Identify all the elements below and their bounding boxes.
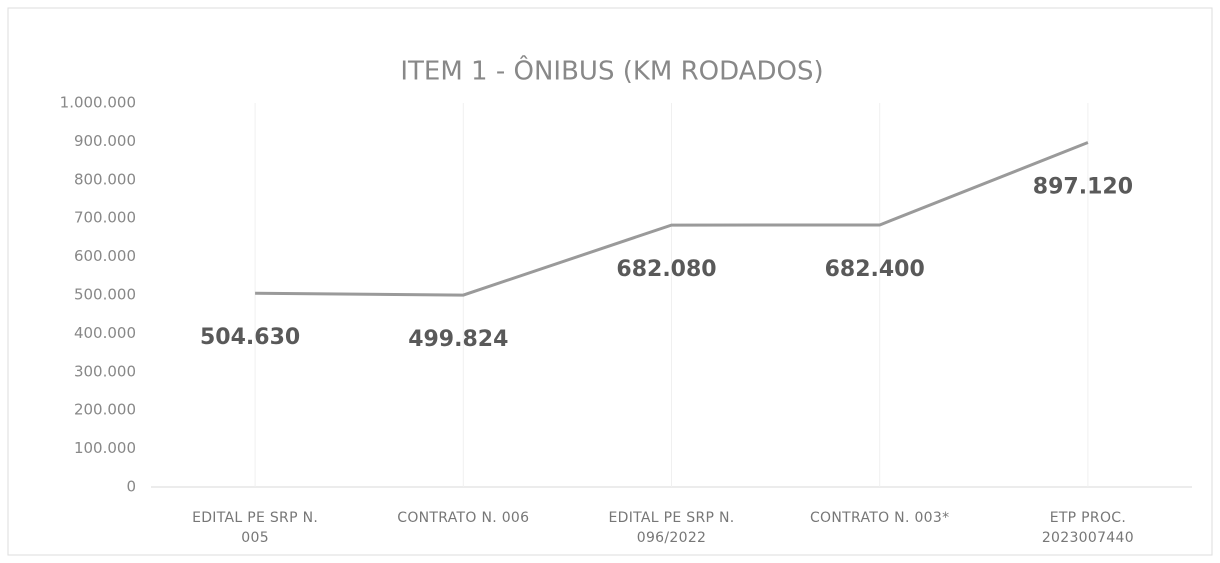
y-tick-label: 700.000 (74, 209, 136, 227)
y-tick-label: 1.000.000 (60, 94, 136, 112)
y-tick-label: 0 (126, 478, 136, 496)
y-tick-label: 400.000 (74, 324, 136, 342)
data-label: 504.630 (200, 325, 300, 350)
chart-border (7, 7, 1213, 556)
x-tick-label: EDITAL PE SRP N. 096/2022 (608, 510, 735, 546)
x-tick-label: CONTRATO N. 003* (809, 510, 950, 526)
y-tick-label: 100.000 (74, 439, 136, 457)
data-label: 682.080 (616, 257, 716, 282)
y-tick-label: 200.000 (74, 401, 136, 419)
y-tick-label: 500.000 (74, 286, 136, 304)
data-label: 897.120 (1033, 175, 1133, 200)
y-tick-label: 900.000 (74, 132, 136, 150)
x-tick-label: EDITAL PE SRP N. 005 (192, 510, 319, 546)
x-tick-label: CONTRATO N. 006 (397, 510, 530, 526)
data-label: 499.824 (408, 327, 508, 352)
y-tick-label: 300.000 (74, 362, 136, 380)
y-tick-label: 800.000 (74, 170, 136, 188)
x-tick-label: ETP PROC. 2023007440 (1041, 510, 1134, 546)
y-tick-label: 600.000 (74, 247, 136, 265)
line (255, 141, 1089, 297)
chart-title: ITEM 1 - ÔNIBUS (KM RODADOS) (400, 55, 823, 87)
data-label: 682.400 (825, 257, 925, 282)
